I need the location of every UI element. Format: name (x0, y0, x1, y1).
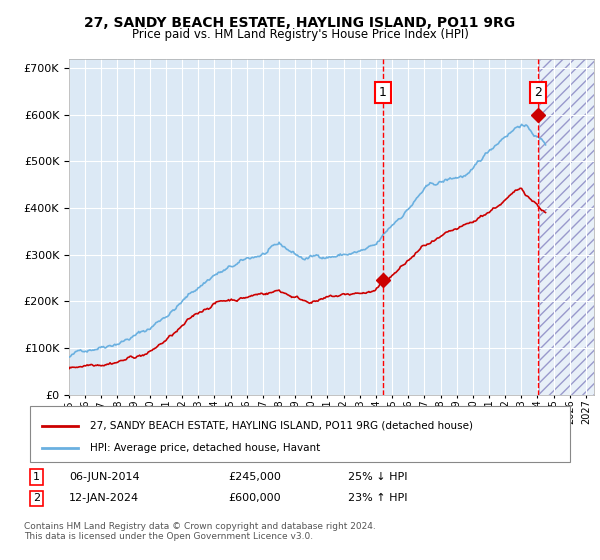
Text: HPI: Average price, detached house, Havant: HPI: Average price, detached house, Hava… (90, 443, 320, 453)
Text: 25% ↓ HPI: 25% ↓ HPI (348, 472, 407, 482)
Text: 27, SANDY BEACH ESTATE, HAYLING ISLAND, PO11 9RG: 27, SANDY BEACH ESTATE, HAYLING ISLAND, … (85, 16, 515, 30)
Text: 1: 1 (33, 472, 40, 482)
Text: 2: 2 (534, 86, 542, 99)
Text: 12-JAN-2024: 12-JAN-2024 (69, 493, 139, 503)
Text: £245,000: £245,000 (228, 472, 281, 482)
Text: 06-JUN-2014: 06-JUN-2014 (69, 472, 140, 482)
Text: Contains HM Land Registry data © Crown copyright and database right 2024.
This d: Contains HM Land Registry data © Crown c… (24, 522, 376, 542)
Text: 2: 2 (33, 493, 40, 503)
Text: 23% ↑ HPI: 23% ↑ HPI (348, 493, 407, 503)
Text: 27, SANDY BEACH ESTATE, HAYLING ISLAND, PO11 9RG (detached house): 27, SANDY BEACH ESTATE, HAYLING ISLAND, … (90, 421, 473, 431)
Text: 1: 1 (379, 86, 387, 99)
Text: Price paid vs. HM Land Registry's House Price Index (HPI): Price paid vs. HM Land Registry's House … (131, 28, 469, 41)
Text: £600,000: £600,000 (228, 493, 281, 503)
